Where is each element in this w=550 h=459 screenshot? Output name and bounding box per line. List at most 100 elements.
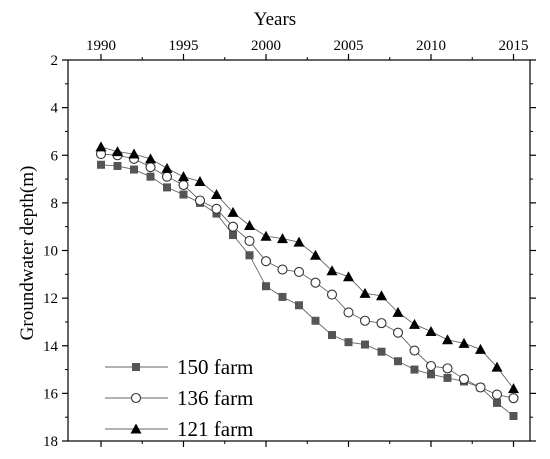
y-tick-label: 6 — [51, 148, 59, 164]
data-point-121-farm — [128, 148, 140, 159]
legend-item-150-farm: 150 farm — [105, 355, 253, 379]
data-point-136-farm — [376, 318, 387, 329]
data-point-150-farm — [146, 172, 155, 181]
data-point-121-farm — [145, 153, 156, 164]
data-point-150-farm — [229, 231, 237, 240]
data-point-121-farm — [409, 318, 420, 329]
series-line-121-farm — [100, 146, 514, 389]
data-point-150-farm — [361, 340, 369, 349]
x-tick-label: 2000 — [251, 38, 281, 54]
x-axis-title: Years — [254, 9, 296, 30]
y-tick-label: 10 — [43, 244, 58, 260]
data-point-150-farm — [163, 183, 171, 192]
data-point-121-farm — [310, 249, 321, 260]
data-point-136-farm — [310, 277, 321, 288]
data-point-150-farm — [311, 316, 320, 325]
data-point-136-farm — [161, 171, 173, 182]
y-tick-label: 8 — [51, 196, 59, 212]
series-136-farm — [95, 149, 519, 404]
data-point-121-farm — [442, 334, 453, 345]
legend-item-136-farm: 136 farm — [105, 386, 253, 410]
data-point-136-farm — [145, 162, 156, 173]
data-point-150-farm — [130, 165, 138, 174]
data-point-121-farm — [392, 306, 404, 317]
y-axis-title: Groundwater depth(m) — [17, 166, 38, 341]
data-point-150-farm — [394, 357, 402, 366]
series-150-farm — [97, 160, 518, 420]
series-line-150-farm — [100, 164, 514, 417]
data-point-121-farm — [112, 146, 123, 157]
data-point-121-farm — [227, 206, 239, 217]
data-point-150-farm — [179, 190, 188, 199]
data-point-121-farm — [491, 361, 503, 372]
data-point-121-farm — [178, 171, 189, 182]
legend-label: 150 farm — [177, 355, 253, 379]
data-point-150-farm — [262, 282, 270, 291]
data-point-136-farm — [458, 374, 470, 385]
y-tick-label: 18 — [43, 434, 58, 450]
data-point-136-farm — [277, 264, 288, 275]
y-tick-label: 4 — [51, 101, 59, 117]
data-point-121-farm — [260, 230, 272, 241]
series-line-136-farm — [100, 153, 514, 399]
series-121-farm — [95, 141, 519, 394]
data-point-150-farm — [427, 370, 435, 379]
data-point-150-farm — [278, 292, 287, 301]
data-point-136-farm — [326, 289, 338, 300]
data-point-150-farm — [377, 347, 386, 356]
data-point-121-farm — [458, 337, 470, 348]
data-point-136-farm — [178, 179, 189, 191]
data-point-136-farm — [442, 363, 453, 374]
data-point-136-farm — [227, 221, 239, 232]
data-point-150-farm — [344, 338, 353, 347]
y-axis: 2 4 6 8 10 12 14 16 18 — [43, 53, 536, 450]
data-point-150-farm — [493, 398, 501, 407]
data-point-136-farm — [425, 360, 437, 372]
data-point-150-farm — [113, 161, 122, 170]
data-point-136-farm — [293, 266, 305, 277]
x-tick-label: 2005 — [334, 38, 364, 54]
x-tick-label: 1990 — [86, 38, 116, 54]
y-tick-label: 14 — [43, 339, 59, 355]
data-point-121-farm — [95, 141, 107, 152]
data-point-121-farm — [211, 189, 222, 200]
data-point-150-farm — [328, 331, 336, 340]
data-point-150-farm — [245, 251, 254, 260]
data-point-121-farm — [343, 271, 354, 282]
data-point-136-farm — [359, 315, 371, 326]
legend-marker — [132, 363, 140, 371]
data-point-150-farm — [97, 160, 105, 169]
data-point-136-farm — [211, 203, 222, 214]
x-tick-label: 2015 — [499, 38, 529, 54]
data-point-121-farm — [376, 290, 387, 301]
data-point-121-farm — [194, 175, 206, 186]
data-point-136-farm — [260, 256, 272, 267]
x-tick-label: 2010 — [416, 38, 446, 54]
legend-label: 136 farm — [177, 386, 253, 410]
legend-marker — [130, 392, 142, 404]
data-point-121-farm — [277, 233, 288, 244]
data-point-136-farm — [244, 235, 255, 247]
series-layer — [95, 141, 519, 420]
y-tick-label: 16 — [43, 386, 59, 402]
x-axis: 1990 1995 2000 2005 2010 2015 — [86, 38, 529, 447]
data-point-121-farm — [326, 265, 338, 276]
data-point-150-farm — [410, 365, 419, 374]
x-tick-label: 1995 — [169, 38, 199, 54]
legend-label: 121 farm — [177, 417, 253, 441]
data-point-121-farm — [359, 287, 371, 298]
data-point-136-farm — [508, 393, 519, 404]
data-point-121-farm — [508, 383, 519, 394]
y-tick-label: 2 — [51, 53, 59, 69]
data-point-121-farm — [244, 219, 255, 230]
data-point-121-farm — [161, 162, 173, 173]
data-point-136-farm — [392, 327, 404, 338]
data-point-150-farm — [443, 373, 452, 382]
data-point-136-farm — [194, 195, 206, 206]
legend: 150 farm 136 farm 121 farm — [105, 355, 253, 441]
data-point-136-farm — [475, 382, 486, 393]
data-point-136-farm — [491, 389, 503, 400]
y-tick-label: 12 — [43, 291, 58, 307]
legend-item-121-farm: 121 farm — [105, 417, 253, 441]
data-point-150-farm — [509, 411, 518, 420]
